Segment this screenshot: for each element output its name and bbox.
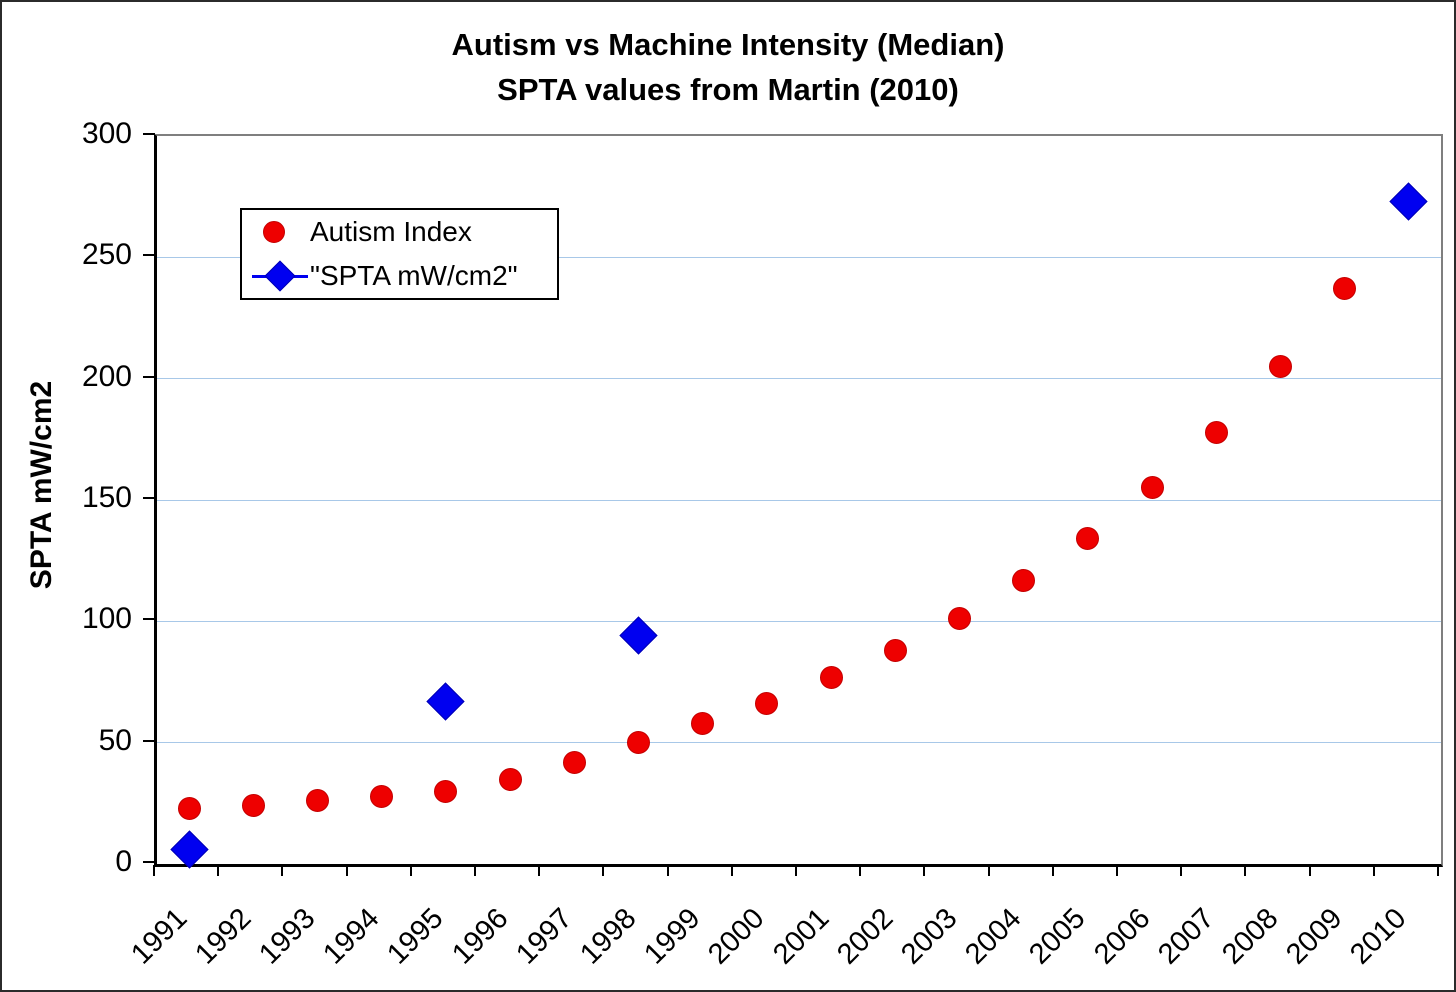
y-tick-label-0: 0	[115, 845, 132, 878]
y-axis-tick	[143, 618, 155, 621]
x-tick-label-2005: 2005	[1023, 902, 1092, 971]
legend-key	[252, 254, 308, 298]
y-tick-label-300: 300	[81, 117, 132, 150]
x-tick-label-2003: 2003	[895, 902, 964, 971]
x-tick-label-2001: 2001	[766, 902, 836, 971]
legend-item-autism-index: Autism Index	[242, 210, 557, 254]
y-tick-label-200: 200	[81, 359, 132, 393]
data-point-spta-1991	[170, 830, 209, 869]
gridline-y-200	[157, 378, 1441, 380]
x-axis-tick	[987, 865, 990, 876]
data-point-autism-2005	[1076, 527, 1100, 551]
data-point-spta-1995	[426, 682, 465, 721]
y-axis-tick	[143, 861, 155, 863]
data-point-autism-1997	[562, 750, 586, 774]
gridline-y-150	[157, 499, 1441, 501]
legend-marker-circle-icon	[263, 221, 285, 243]
x-tick-label-1991: 1991	[124, 902, 194, 971]
y-axis-tick	[143, 739, 155, 742]
legend-key	[252, 210, 308, 254]
legend-marker-diamond-icon	[264, 260, 296, 292]
x-tick-label-1995: 1995	[381, 902, 450, 971]
x-tick-label-1992: 1992	[188, 902, 258, 971]
data-point-autism-2003	[948, 607, 971, 631]
x-tick-label-1993: 1993	[253, 902, 322, 971]
x-axis-tick	[1372, 865, 1375, 876]
x-tick-label-2007: 2007	[1151, 902, 1221, 971]
y-tick-label-50: 50	[98, 723, 132, 757]
y-axis-tick	[143, 133, 155, 135]
legend-label: "SPTA mW/cm2"	[310, 260, 518, 291]
data-point-autism-1991	[177, 796, 201, 820]
gridline-y-100	[157, 620, 1441, 622]
x-axis-tick	[666, 865, 669, 876]
chart-title-block: Autism vs Machine Intensity (Median) SPT…	[2, 22, 1454, 112]
x-axis-tick	[1308, 865, 1311, 876]
x-axis-tick	[538, 865, 541, 876]
data-point-autism-1994	[370, 784, 394, 808]
x-tick-label-1997: 1997	[509, 902, 579, 971]
chart-title: Autism vs Machine Intensity (Median)	[451, 27, 1005, 62]
x-axis-tick	[474, 865, 476, 876]
data-point-autism-1995	[434, 779, 458, 803]
chart-subtitle: SPTA values from Martin (2010)	[497, 72, 959, 107]
data-point-spta-1998	[619, 616, 658, 655]
gridline-y-50	[157, 742, 1441, 744]
data-point-autism-1992	[241, 794, 265, 818]
x-axis-tick	[602, 865, 605, 876]
data-point-autism-1999	[691, 711, 715, 735]
data-point-autism-2004	[1012, 568, 1036, 592]
x-tick-label-2009: 2009	[1280, 902, 1349, 971]
x-tick-label-1999: 1999	[638, 902, 707, 971]
x-axis-tick	[730, 865, 733, 876]
x-axis-tick	[1244, 865, 1247, 876]
data-point-autism-1996	[498, 767, 522, 791]
data-point-autism-1993	[306, 789, 329, 813]
gridline-y-250	[157, 256, 1441, 258]
data-point-spta-2010	[1389, 182, 1428, 221]
x-tick-label-2002: 2002	[830, 902, 900, 971]
x-axis-tick	[1437, 865, 1439, 876]
legend-label: Autism Index	[310, 216, 472, 247]
legend: Autism Index "SPTA mW/cm2"	[240, 208, 559, 300]
x-axis-tick	[409, 865, 412, 876]
data-point-autism-2002	[883, 638, 907, 662]
x-axis-tick	[859, 865, 862, 876]
x-tick-label-2004: 2004	[959, 902, 1028, 971]
x-tick-label-1996: 1996	[445, 902, 515, 971]
x-tick-label-1994: 1994	[317, 902, 386, 971]
y-axis-title: SPTA mW/cm2	[25, 380, 58, 590]
data-point-autism-2009	[1333, 277, 1357, 301]
x-axis-tick	[1051, 865, 1054, 876]
x-axis-tick	[281, 865, 284, 876]
x-tick-label-2000: 2000	[702, 902, 771, 971]
x-tick-label-2010: 2010	[1344, 902, 1413, 971]
x-axis-tick	[345, 865, 348, 876]
x-axis-tick	[217, 865, 220, 876]
x-axis-tick	[923, 865, 926, 876]
y-axis-tick	[143, 254, 155, 257]
y-tick-label-150: 150	[81, 481, 132, 514]
y-tick-label-100: 100	[81, 602, 132, 636]
x-tick-label-2006: 2006	[1087, 902, 1157, 971]
y-axis-tick	[143, 375, 155, 378]
data-point-autism-1998	[627, 731, 650, 755]
data-point-autism-2007	[1204, 420, 1228, 444]
x-axis-tick	[1180, 865, 1183, 876]
data-point-autism-2001	[819, 665, 843, 689]
data-point-autism-2006	[1140, 476, 1164, 500]
x-axis-tick	[795, 865, 797, 876]
y-axis-tick	[143, 497, 155, 499]
data-point-autism-2000	[755, 692, 779, 716]
x-tick-label-1998: 1998	[574, 902, 643, 971]
data-point-autism-2008	[1269, 355, 1292, 379]
x-axis-tick	[1116, 865, 1118, 876]
y-tick-label-250: 250	[81, 238, 132, 272]
legend-item-spta: "SPTA mW/cm2"	[242, 254, 557, 298]
x-tick-label-2008: 2008	[1216, 902, 1285, 971]
x-axis-tick	[153, 865, 155, 876]
